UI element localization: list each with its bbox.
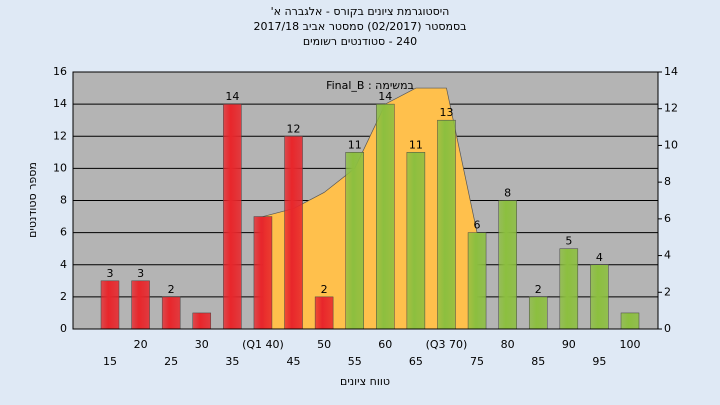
- x-tick-label: 95: [592, 355, 606, 368]
- bar: [345, 152, 364, 330]
- y-tick-label: 12: [53, 129, 67, 142]
- x-tick-label: 100: [620, 338, 641, 351]
- bar: [498, 200, 517, 330]
- bar: [161, 296, 181, 330]
- bar: [131, 280, 150, 330]
- value-label: 4: [596, 251, 603, 264]
- value-label: 13: [439, 106, 453, 119]
- bar: [192, 312, 212, 330]
- y2-tick-label: 6: [664, 212, 671, 225]
- x-tick-label: 90: [562, 338, 576, 351]
- x-tick-label: 55: [348, 355, 362, 368]
- bar: [253, 216, 273, 330]
- x-tick-label: 30: [195, 338, 209, 351]
- bar: [528, 296, 548, 330]
- value-label: 14: [378, 90, 392, 103]
- bar: [467, 232, 487, 330]
- x-tick-label: 60: [378, 338, 392, 351]
- value-label: 11: [409, 138, 423, 151]
- x-tick-label: 85: [531, 355, 545, 368]
- y-axis-label: מספר סטודנטים: [26, 162, 39, 238]
- value-label: 12: [287, 122, 301, 135]
- y2-tick-label: 8: [664, 175, 671, 188]
- x-tick-label: 25: [164, 355, 178, 368]
- y-tick-label: 4: [60, 258, 67, 271]
- value-label: 5: [565, 235, 572, 248]
- bar: [620, 312, 640, 330]
- y2-tick-label: 4: [664, 249, 671, 262]
- y2-tick-label: 14: [664, 65, 678, 78]
- value-label: 14: [225, 90, 239, 103]
- y2-tick-label: 10: [664, 138, 678, 151]
- x-axis-label: טווח ציונים: [340, 375, 390, 388]
- value-label: 8: [504, 187, 511, 200]
- value-label: 2: [321, 283, 328, 296]
- value-label: 2: [535, 283, 542, 296]
- y2-tick-label: 0: [664, 322, 671, 335]
- chart-title: היסטוגרמת ציונים בקורס - אלגברה א': [271, 5, 450, 18]
- y-tick-label: 10: [53, 161, 67, 174]
- value-label: 6: [474, 219, 481, 232]
- chart-subtitle: בסמסטר (02/2017) סמסטר אביב 2017/18: [253, 20, 466, 33]
- value-label: 2: [168, 283, 175, 296]
- bar: [559, 248, 579, 330]
- x-tick-label: 35: [225, 355, 239, 368]
- bar: [100, 280, 120, 330]
- value-label: 3: [137, 267, 144, 280]
- y-tick-label: 6: [60, 226, 67, 239]
- y-tick-label: 0: [60, 322, 67, 335]
- x-tick-label: 80: [501, 338, 515, 351]
- bar: [284, 136, 303, 330]
- x-tick-label: 50: [317, 338, 331, 351]
- x-tick-label: 15: [103, 355, 117, 368]
- y2-tick-label: 12: [664, 102, 678, 115]
- bar: [590, 264, 609, 330]
- plot-border: [72, 71, 659, 330]
- x-tick-label: 45: [287, 355, 301, 368]
- x-tick-label: 65: [409, 355, 423, 368]
- x-tick-label: 75: [470, 355, 484, 368]
- y-tick-label: 14: [53, 97, 67, 110]
- y-tick-label: 2: [60, 290, 67, 303]
- y-tick-label: 8: [60, 194, 67, 207]
- bar: [406, 152, 426, 330]
- chart-subtitle: 240 - סטודנטים רשומים: [303, 35, 417, 48]
- bar: [437, 119, 456, 330]
- bar: [223, 103, 242, 330]
- bar: [314, 296, 334, 330]
- value-label: 11: [348, 138, 362, 151]
- annotation: במשימה : Final_B: [326, 79, 414, 92]
- y2-tick-label: 2: [664, 285, 671, 298]
- value-label: 3: [107, 267, 114, 280]
- bar: [376, 103, 395, 330]
- x-tick-label: (Q1 40): [242, 338, 284, 351]
- y-tick-label: 16: [53, 65, 67, 78]
- x-tick-label: 20: [134, 338, 148, 351]
- x-tick-label: (Q3 70): [426, 338, 468, 351]
